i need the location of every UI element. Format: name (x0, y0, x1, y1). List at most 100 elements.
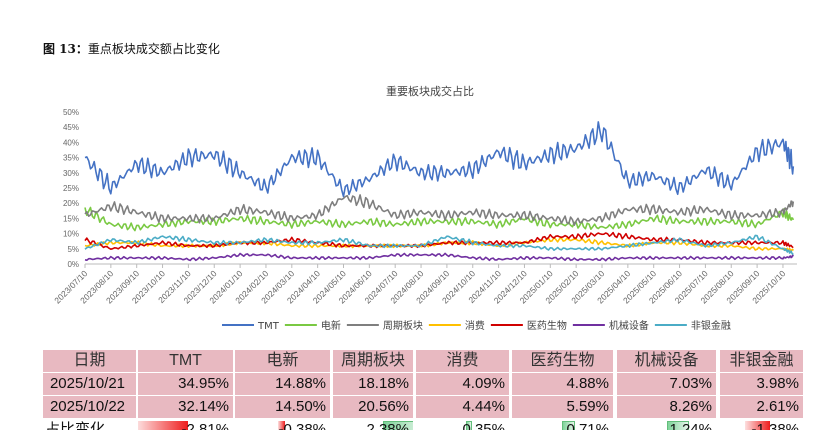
date-cell: 2025/10/22 (43, 396, 136, 418)
change-value: -2.81% (181, 421, 229, 430)
value-cell: 4.09% (416, 373, 509, 395)
change-label: 占比变化 (45, 421, 106, 430)
value-text: 32.14% (178, 398, 229, 415)
header-label: 消费 (446, 352, 479, 369)
legend: TMT 电新 周期板块 消费 医药生物 机械设备 非银金融 (222, 319, 731, 332)
positive-data-bar (667, 421, 690, 430)
positive-data-bar (562, 421, 575, 430)
change-value: -0.38% (278, 421, 326, 430)
y-tick-label: 0% (67, 260, 79, 269)
y-tick-label: 10% (63, 230, 79, 239)
series-lines (84, 121, 795, 262)
legend-label: 消费 (465, 319, 485, 332)
header-label: 非银金融 (729, 352, 794, 369)
negative-data-bar (278, 421, 285, 430)
header-label: TMT (169, 352, 202, 369)
value-text: 4.09% (462, 375, 505, 392)
series-line-0 (84, 121, 795, 198)
change-cell: 0.35% (416, 419, 509, 430)
value-cell: 18.18% (333, 373, 413, 395)
y-tick-label: 50% (63, 108, 79, 117)
figure-title-text: 重点板块成交额占比变化 (87, 42, 220, 56)
legend-label: 电新 (321, 319, 341, 332)
y-tick-label: 25% (63, 184, 79, 193)
series-line-6 (84, 234, 794, 255)
header-cell: 周期板块 (333, 350, 413, 372)
series-line-2 (84, 194, 795, 226)
change-cell: 1.24% (617, 419, 716, 430)
value-cell: 14.50% (235, 396, 330, 418)
change-cell: -2.81% (138, 419, 233, 430)
legend-label: TMT (257, 321, 280, 332)
value-text: 2.61% (756, 398, 799, 415)
y-tick-label: 5% (67, 245, 79, 254)
header-cell: TMT (138, 350, 233, 372)
header-label: 周期板块 (340, 352, 405, 369)
value-text: 20.56% (358, 398, 409, 415)
positive-data-bar (466, 421, 473, 430)
series-line-5 (84, 252, 794, 262)
legend-label: 周期板块 (383, 319, 423, 332)
value-text: 3.98% (756, 375, 799, 392)
y-tick-label: 15% (63, 214, 79, 223)
y-tick-label: 45% (63, 123, 79, 132)
value-cell: 7.03% (617, 373, 716, 395)
change-cell: -1.38% (720, 419, 803, 430)
header-label: 医药生物 (530, 352, 595, 369)
y-tick-label: 35% (63, 154, 79, 163)
value-text: 7.03% (669, 375, 712, 392)
y-tick-label: 20% (63, 199, 79, 208)
header-cell: 非银金融 (720, 350, 803, 372)
header-label: 机械设备 (634, 352, 699, 369)
header-cell: 电新 (235, 350, 330, 372)
table-row: 2025/10/22 32.14% 14.50% 20.56% 4.44% 5.59% 8.… (43, 396, 805, 418)
date-cell: 2025/10/21 (43, 373, 136, 395)
negative-data-bar (745, 421, 770, 430)
change-value: 0.35% (462, 421, 505, 430)
change-value: -1.38% (751, 421, 799, 430)
figure-label: 图 13： (43, 42, 88, 56)
positive-data-bar (383, 421, 413, 430)
change-cell: 2.38% (333, 419, 413, 430)
y-tick-label: 40% (63, 138, 79, 147)
chart-title: 重要板块成交占比 (386, 84, 474, 98)
change-value: 0.71% (566, 421, 609, 430)
value-cell: 14.88% (235, 373, 330, 395)
legend-label: 机械设备 (609, 319, 649, 332)
value-cell: 3.98% (720, 373, 803, 395)
value-text: 4.88% (566, 375, 609, 392)
value-cell: 20.56% (333, 396, 413, 418)
value-text: 34.95% (178, 375, 229, 392)
header-cell: 机械设备 (617, 350, 716, 372)
change-row: 占比变化 -2.81% -0.38% 2.38% 0.35% 0.71% 1.24% -1.3… (43, 419, 805, 430)
line-chart: 重要板块成交占比 0% 5% 10% 15% 20% 25% 30% 35% 40% 45% 50%… (52, 84, 797, 332)
value-cell: 34.95% (138, 373, 233, 395)
header-label: 电新 (266, 352, 299, 369)
legend-label: 医药生物 (527, 319, 567, 332)
value-cell: 2.61% (720, 396, 803, 418)
header-cell: 消费 (416, 350, 509, 372)
figure-title: 图 13：重点板块成交额占比变化 (43, 40, 220, 57)
change-label-cell: 占比变化 (43, 419, 136, 430)
value-cell: 32.14% (138, 396, 233, 418)
value-text: 14.50% (275, 398, 326, 415)
header-cell: 医药生物 (512, 350, 613, 372)
legend-label: 非银金融 (691, 319, 731, 332)
change-value: 1.24% (669, 421, 712, 430)
change-value: 2.38% (366, 421, 409, 430)
value-text: 5.59% (566, 398, 609, 415)
value-cell: 5.59% (512, 396, 613, 418)
table-row: 2025/10/21 34.95% 14.88% 18.18% 4.09% 4.88% 7.… (43, 373, 805, 395)
header-cell: 日期 (43, 350, 136, 372)
series-line-4 (84, 231, 794, 250)
value-text: 18.18% (358, 375, 409, 392)
table-header: 日期 TMT 电新 周期板块 消费 医药生物 机械设备 非银金融 (43, 350, 805, 372)
value-cell: 4.88% (512, 373, 613, 395)
y-axis: 0% 5% 10% 15% 20% 25% 30% 35% 40% 45% 50% (63, 108, 797, 269)
change-cell: 0.71% (512, 419, 613, 430)
date-text: 2025/10/22 (49, 398, 126, 415)
value-cell: 4.44% (416, 396, 509, 418)
value-cell: 8.26% (617, 396, 716, 418)
y-tick-label: 30% (63, 169, 79, 178)
